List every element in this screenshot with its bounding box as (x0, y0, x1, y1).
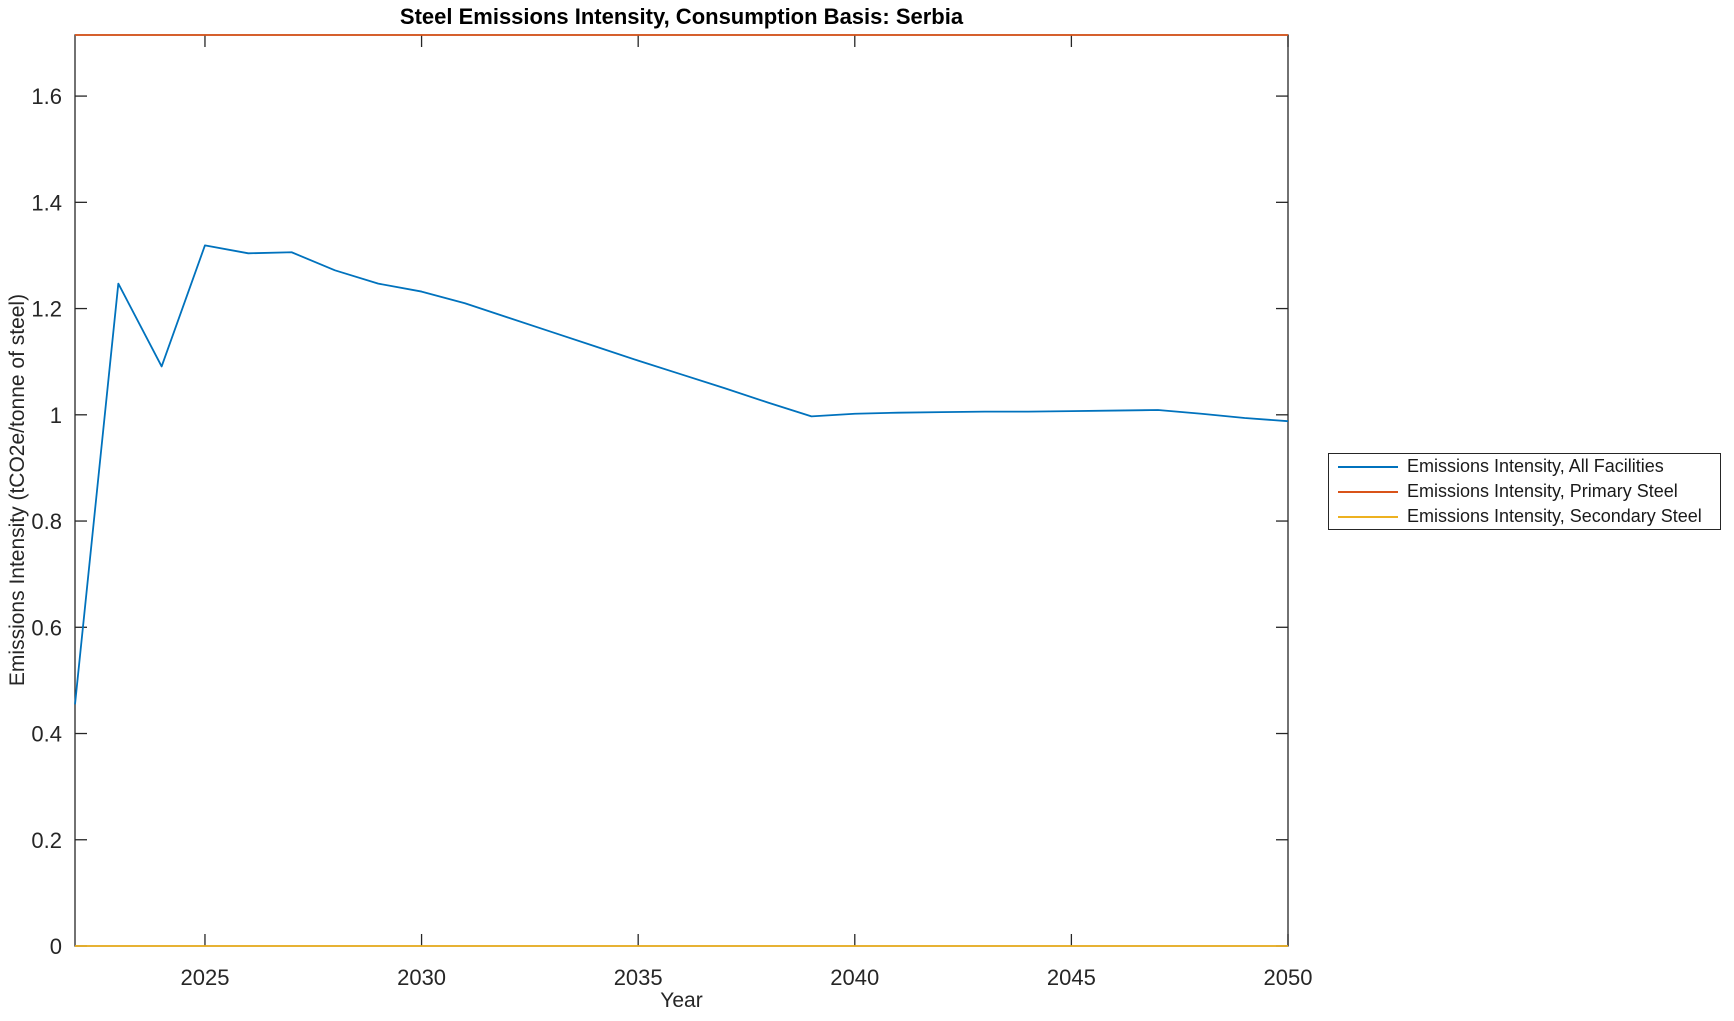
legend-item: Emissions Intensity, All Facilities (1338, 454, 1720, 479)
y-tick-label: 0.2 (31, 828, 62, 853)
legend: Emissions Intensity, All Facilities Emis… (1328, 453, 1721, 530)
y-tick-label: 0.6 (31, 615, 62, 640)
legend-line-swatch-primary-steel (1338, 490, 1398, 493)
legend-label: Emissions Intensity, Primary Steel (1407, 481, 1678, 501)
legend-item: Emissions Intensity, Secondary Steel (1338, 504, 1720, 529)
x-tick-label: 2040 (830, 965, 879, 990)
x-tick-label: 2025 (180, 965, 229, 990)
x-tick-label: 2050 (1264, 965, 1313, 990)
axis-ticks: 2025 2030 2035 2040 2045 2050 0 0.2 0.4 0.6 0.8 1 1.… (31, 35, 1312, 990)
legend-label: Emissions Intensity, Secondary Steel (1407, 506, 1702, 526)
x-axis-label: Year (660, 989, 703, 1012)
y-tick-label: 0.4 (31, 722, 62, 747)
legend-line-swatch-all-facilities (1338, 465, 1398, 468)
y-tick-label: 1.6 (31, 84, 62, 109)
axis-box (74, 34, 1289, 947)
legend-label: Emissions Intensity, All Facilities (1407, 456, 1664, 476)
chart-title: Steel Emissions Intensity, Consumption B… (399, 4, 964, 29)
series-line-0 (74, 244, 1289, 705)
y-tick-label: 1.2 (31, 297, 62, 322)
x-tick-label: 2035 (614, 965, 663, 990)
legend-line-swatch-secondary-steel (1338, 515, 1398, 518)
y-tick-label: 1.4 (31, 190, 62, 215)
y-tick-label: 0.8 (31, 509, 62, 534)
y-tick-label: 0 (50, 934, 62, 959)
x-tick-label: 2045 (1047, 965, 1096, 990)
x-tick-label: 2030 (397, 965, 446, 990)
legend-item: Emissions Intensity, Primary Steel (1338, 479, 1720, 504)
y-tick-label: 1 (50, 403, 62, 428)
